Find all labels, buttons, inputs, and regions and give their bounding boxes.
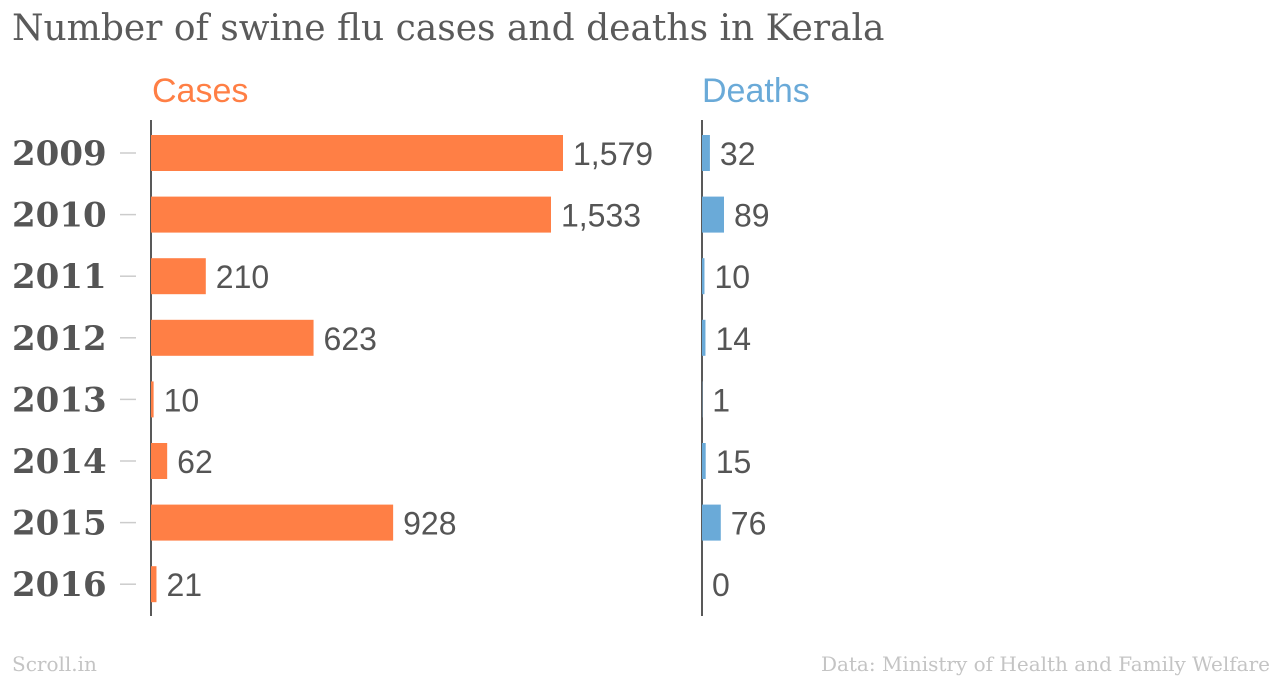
category-label-2012: 2012 bbox=[12, 319, 107, 359]
cases-value-label-2009: 1,579 bbox=[573, 136, 653, 172]
cases-value-label-2011: 210 bbox=[216, 259, 269, 295]
category-label-2016: 2016 bbox=[12, 565, 107, 605]
cases-value-label-2013: 10 bbox=[164, 382, 200, 418]
cases-bar-2015 bbox=[151, 504, 394, 541]
deaths-value-label-2011: 10 bbox=[714, 259, 750, 295]
category-label-2010: 2010 bbox=[12, 196, 107, 236]
deaths-value-label-2016: 0 bbox=[712, 567, 730, 603]
deaths-bar-2012 bbox=[702, 319, 706, 356]
deaths-value-label-2009: 32 bbox=[720, 136, 756, 172]
cases-bar-2012 bbox=[151, 319, 314, 356]
category-label-2013: 2013 bbox=[12, 380, 107, 420]
data-credit: Data: Ministry of Health and Family Welf… bbox=[820, 652, 1270, 676]
category-label-2015: 2015 bbox=[12, 504, 107, 544]
cases-value-label-2015: 928 bbox=[403, 506, 456, 542]
deaths-bar-2009 bbox=[702, 135, 710, 171]
cases-bar-2009 bbox=[151, 135, 563, 171]
deaths-bar-2011 bbox=[702, 258, 705, 295]
cases-bar-2013 bbox=[151, 381, 154, 418]
deaths-bar-2014 bbox=[702, 443, 706, 479]
source-brand: Scroll.in bbox=[12, 652, 97, 676]
category-label-2014: 2014 bbox=[12, 442, 107, 482]
cases-bar-2016 bbox=[151, 566, 157, 603]
deaths-value-label-2010: 89 bbox=[734, 198, 770, 234]
deaths-value-label-2013: 1 bbox=[712, 382, 730, 418]
chart-title: Number of swine flu cases and deaths in … bbox=[12, 8, 885, 49]
cases-bar-2010 bbox=[151, 196, 551, 233]
deaths-value-label-2014: 15 bbox=[716, 444, 752, 480]
cases-value-label-2016: 21 bbox=[166, 567, 202, 603]
deaths-value-label-2015: 76 bbox=[731, 506, 767, 542]
cases-bar-2014 bbox=[151, 443, 168, 479]
category-label-2009: 2009 bbox=[12, 134, 107, 174]
category-label-2011: 2011 bbox=[12, 257, 107, 297]
cases-series-label: Cases bbox=[152, 72, 248, 110]
cases-value-label-2014: 62 bbox=[177, 444, 213, 480]
deaths-bar-2010 bbox=[702, 196, 724, 233]
cases-value-label-2012: 623 bbox=[324, 321, 377, 357]
deaths-value-label-2012: 14 bbox=[715, 321, 751, 357]
deaths-bar-2015 bbox=[702, 504, 721, 541]
cases-bar-2011 bbox=[151, 258, 206, 295]
cases-value-label-2010: 1,533 bbox=[561, 198, 641, 234]
deaths-series-label: Deaths bbox=[702, 72, 810, 110]
